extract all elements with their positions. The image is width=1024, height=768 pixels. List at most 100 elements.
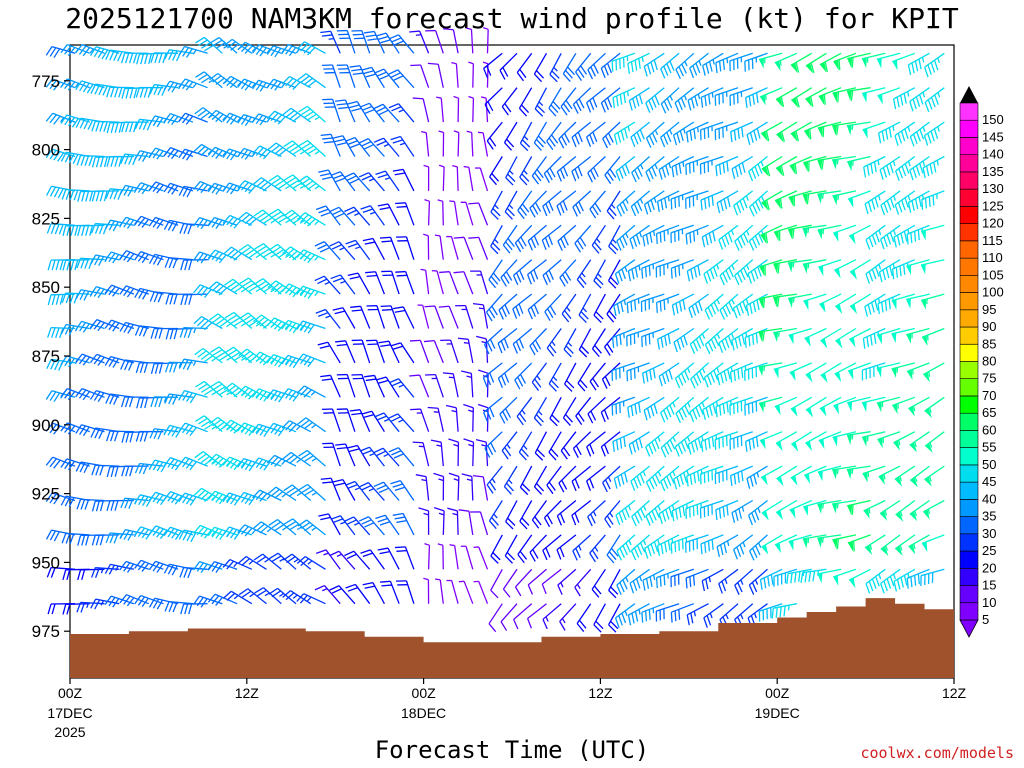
wind-barb <box>222 75 253 89</box>
barb-full <box>534 108 544 117</box>
barb-full <box>373 447 384 454</box>
barb-full <box>164 257 170 268</box>
wind-barb <box>675 396 695 424</box>
barb-full <box>485 311 493 322</box>
barb-full <box>263 217 273 225</box>
barb-full <box>542 275 548 286</box>
wind-barb <box>105 49 134 62</box>
barb-full <box>488 623 497 633</box>
barb-half <box>836 159 839 165</box>
wind-barb <box>488 603 503 633</box>
wind-barb <box>878 121 901 144</box>
barb-full <box>194 107 204 115</box>
barb-full <box>240 80 249 90</box>
wind-barb <box>572 87 592 114</box>
barb-full <box>79 425 86 435</box>
barb-staff <box>817 224 842 231</box>
barb-full <box>94 84 101 95</box>
barb-full <box>627 407 630 418</box>
barb-half <box>494 238 499 244</box>
barb-full <box>571 171 577 182</box>
barb-full <box>67 81 76 91</box>
barb-full <box>226 248 236 257</box>
wind-barb <box>789 362 812 381</box>
barb-full <box>757 163 763 174</box>
barb-full <box>93 287 101 297</box>
barb-full <box>148 491 157 501</box>
barb-half <box>211 425 217 430</box>
barb-full <box>690 268 694 280</box>
barb-half <box>86 602 90 608</box>
barb-full <box>504 555 514 564</box>
barb-full <box>351 339 363 342</box>
barb-staff <box>685 224 709 235</box>
barb-full <box>93 320 102 330</box>
barb-full <box>678 163 682 174</box>
barb-full <box>903 575 908 586</box>
wind-barb <box>104 355 135 368</box>
barb-full <box>77 191 82 202</box>
barb-full <box>45 492 53 502</box>
barb-full <box>203 355 214 363</box>
barb-full <box>114 87 119 98</box>
barb-full <box>616 550 622 561</box>
wind-barb <box>670 568 695 588</box>
barb-staff <box>479 511 489 536</box>
barb-full <box>663 299 666 311</box>
barb-full <box>621 166 627 177</box>
barb-full <box>535 482 545 492</box>
barb-full <box>736 402 739 413</box>
barb-full <box>163 457 171 467</box>
barb-full <box>134 559 142 569</box>
barb-half <box>264 558 270 563</box>
barb-full <box>675 164 678 176</box>
barb-full <box>179 567 185 578</box>
barb-half <box>292 594 298 599</box>
barb-full <box>545 203 551 214</box>
barb-full <box>674 102 680 113</box>
barb-full <box>365 73 377 78</box>
barb-full <box>367 38 378 41</box>
wind-barb <box>478 369 489 398</box>
barb-full <box>590 410 597 421</box>
barb-pennant <box>761 166 769 177</box>
wind-barb <box>45 390 76 403</box>
wind-barb <box>424 305 444 329</box>
barb-full <box>65 292 71 304</box>
barb-full <box>517 239 524 250</box>
barb-staff <box>304 385 326 398</box>
barb-full <box>809 96 814 107</box>
barb-full <box>853 540 855 552</box>
barb-half <box>922 92 926 98</box>
barb-staff <box>338 241 356 261</box>
barb-half <box>654 129 659 136</box>
barb-full <box>361 66 372 71</box>
barb-pennant <box>773 230 779 242</box>
barb-half <box>368 487 375 492</box>
barb-full <box>918 196 922 208</box>
barb-full <box>536 448 545 458</box>
barb-full <box>448 438 459 443</box>
wind-barb <box>879 224 901 250</box>
barb-full <box>505 177 514 186</box>
wind-barb <box>282 451 312 467</box>
wind-barb <box>329 550 356 570</box>
barb-full <box>156 117 164 128</box>
barb-full <box>733 205 739 216</box>
barb-staff <box>258 457 282 467</box>
barb-staff <box>574 568 592 588</box>
wind-barb <box>433 472 445 501</box>
wind-barb <box>718 568 739 594</box>
barb-staff <box>891 362 915 370</box>
barb-pennant <box>861 401 867 413</box>
barb-full <box>710 338 717 349</box>
barb-half <box>899 545 903 551</box>
wind-barb <box>876 52 901 69</box>
barb-full <box>623 472 628 483</box>
wind-barb <box>329 241 356 261</box>
wind-barb <box>660 396 680 423</box>
barb-full <box>108 357 116 367</box>
barb-full <box>563 447 571 457</box>
barb-full <box>620 301 624 313</box>
barb-half <box>223 44 229 49</box>
